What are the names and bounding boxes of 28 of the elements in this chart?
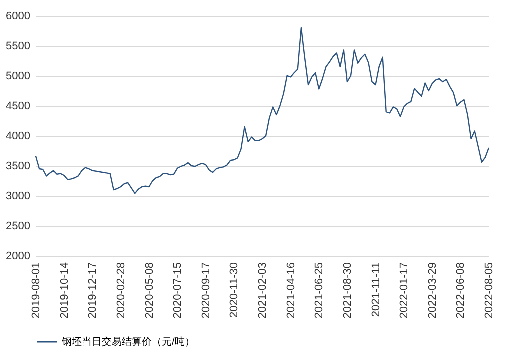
x-tick-label: 2019-08-01 (30, 262, 42, 319)
line-series (35, 27, 490, 194)
x-tick-label: 2019-12-17 (87, 262, 100, 319)
x-tick-label: 2022-08-05 (484, 262, 496, 319)
legend-label: 钢坯当日交易结算价（元/吨） (61, 336, 195, 347)
x-tick-label: 2021-04-16 (285, 262, 298, 319)
y-tick-label: 2500 (6, 220, 30, 232)
y-tick-label: 6000 (6, 10, 30, 22)
x-tick-label: 2022-03-29 (426, 262, 439, 319)
x-tick-label: 2021-06-25 (314, 262, 326, 319)
y-tick-label: 4500 (6, 100, 30, 112)
x-tick-label: 2020-11-30 (228, 262, 241, 318)
y-tick-label: 5500 (6, 40, 30, 52)
y-tick-label: 4000 (6, 130, 30, 142)
x-tick-label: 2021-02-03 (257, 262, 269, 319)
x-tick-label: 2021-11-11 (370, 262, 382, 318)
x-tick-label: 2019-10-14 (58, 262, 71, 319)
x-tick-label: 2020-07-15 (172, 262, 184, 319)
y-tick-label: 5000 (6, 70, 30, 82)
x-tick-label: 2022-01-17 (398, 262, 411, 319)
x-tick-label: 2020-05-08 (144, 262, 156, 319)
x-tick-label: 2020-09-17 (200, 262, 212, 319)
y-tick-label: 3500 (6, 160, 30, 172)
x-tick-label: 2021-08-30 (342, 262, 354, 319)
x-tick-label: 2020-02-28 (115, 262, 128, 319)
x-tick-label: 2022-06-08 (455, 262, 468, 319)
y-tick-label: 2000 (6, 250, 30, 262)
y-tick-label: 3000 (6, 190, 30, 202)
